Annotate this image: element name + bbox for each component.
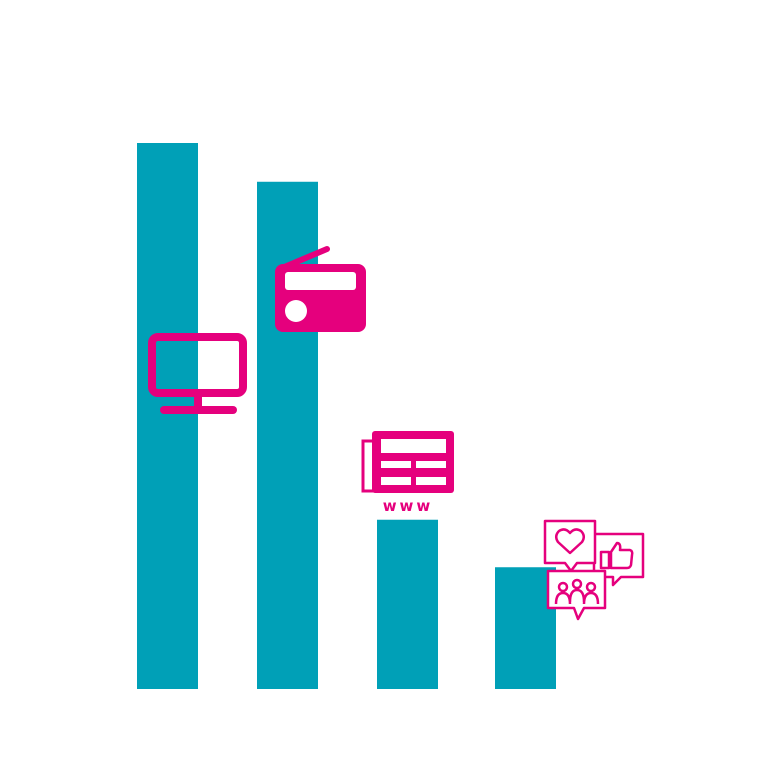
- www-label: www: [383, 497, 434, 515]
- bar-social-media: [495, 567, 556, 689]
- radio-icon: [275, 246, 366, 332]
- online-news-icon: www: [361, 431, 454, 515]
- bars: [137, 143, 556, 690]
- bar-online-news: [377, 519, 438, 689]
- tv-icon: [148, 333, 247, 414]
- social-media-icon: [543, 519, 645, 621]
- bar-tv: [137, 143, 198, 689]
